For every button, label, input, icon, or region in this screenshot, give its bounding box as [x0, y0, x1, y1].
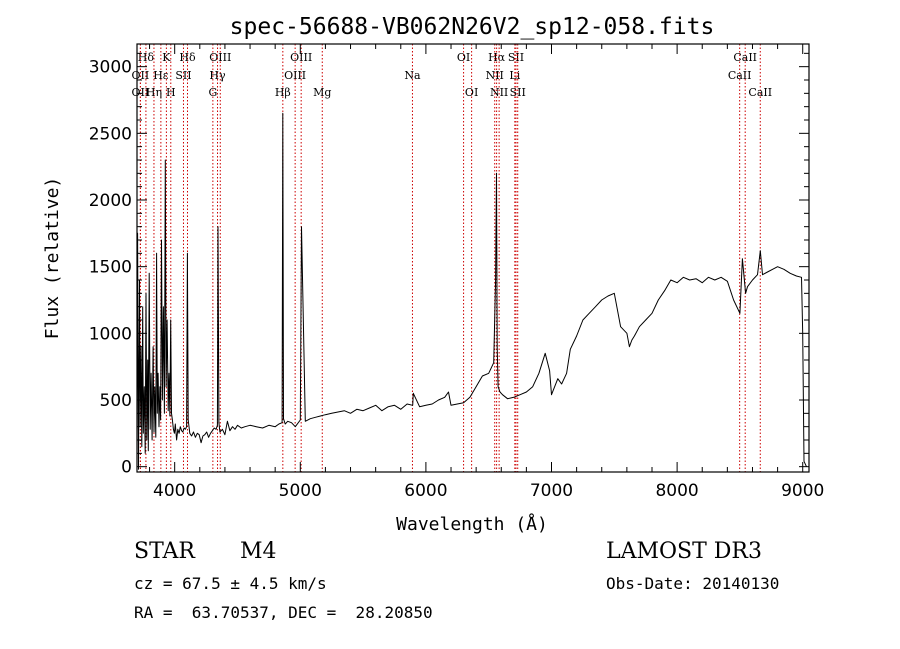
x-tick-label: 7000	[530, 481, 573, 501]
marker-label-7: Hη	[146, 86, 162, 99]
marker-label-24: SII	[510, 86, 526, 99]
axis-ticks: 4000 5000 6000 7000 8000 9000 0 500 1000 1500 2000…	[89, 44, 824, 501]
marker-label-17: OI	[457, 51, 470, 64]
marker-label-21: NII	[486, 69, 504, 82]
marker-label-22: Li	[509, 69, 520, 82]
object-type: STAR	[134, 539, 195, 564]
marker-label-20: SII	[508, 51, 524, 64]
y-tick-label: 3000	[89, 58, 132, 78]
y-tick-label: 1000	[89, 324, 132, 344]
y-tick-label: 2000	[89, 191, 132, 211]
marker-label-10: Hγ	[209, 69, 226, 82]
y-tick-label: 500	[100, 391, 132, 411]
observation-date: Obs-Date: 20140130	[606, 574, 780, 593]
marker-label-19: Hα	[488, 51, 506, 64]
marker-label-2: OII	[132, 86, 150, 99]
y-tick-label: 0	[121, 458, 132, 478]
marker-label-26: CaII	[728, 69, 752, 82]
x-tick-label: 8000	[655, 481, 698, 501]
x-tick-label: 5000	[279, 481, 322, 501]
marker-label-11: G	[208, 86, 217, 99]
marker-label-12: OIII	[290, 51, 312, 64]
marker-label-8: H	[166, 86, 176, 99]
marker-label-25: CaII	[733, 51, 757, 64]
marker-label-3: K	[162, 51, 171, 64]
marker-label-27: CaII	[748, 86, 772, 99]
marker-label-23: NII	[490, 86, 508, 99]
marker-label-9: OIII	[209, 51, 231, 64]
marker-label-14: Hβ	[275, 86, 291, 99]
spectral-subclass: M4	[240, 539, 277, 564]
marker-label-16: Na	[404, 69, 421, 82]
x-tick-label: 9000	[781, 481, 824, 501]
x-axis-label: Wavelength (Å)	[396, 513, 548, 535]
redshift-readout: cz = 67.5 ± 4.5 km/s	[134, 574, 327, 593]
chart-title: spec-56688-VB062N26V2_sp12-058.fits	[230, 14, 715, 40]
marker-label-0: Hδ	[138, 51, 155, 64]
x-tick-label: 6000	[404, 481, 447, 501]
survey-name: LAMOST DR3	[606, 539, 762, 564]
marker-label-5: Hε	[153, 69, 169, 82]
marker-label-6: SII	[175, 69, 191, 82]
coordinates-readout: RA = 63.70537, DEC = 28.20850	[134, 603, 433, 622]
marker-label-13: OIII	[284, 69, 306, 82]
y-tick-label: 2500	[89, 124, 132, 144]
series-line-flux	[136, 112, 807, 470]
y-axis-label: Flux (relative)	[42, 177, 63, 340]
x-tick-label: 4000	[153, 481, 196, 501]
y-tick-label: 1500	[89, 258, 132, 278]
marker-label-18: OI	[465, 86, 478, 99]
marker-label-15: Mg	[313, 86, 331, 99]
plot-frame	[136, 43, 810, 473]
flux-series	[136, 112, 807, 470]
marker-label-4: Hδ	[179, 51, 196, 64]
